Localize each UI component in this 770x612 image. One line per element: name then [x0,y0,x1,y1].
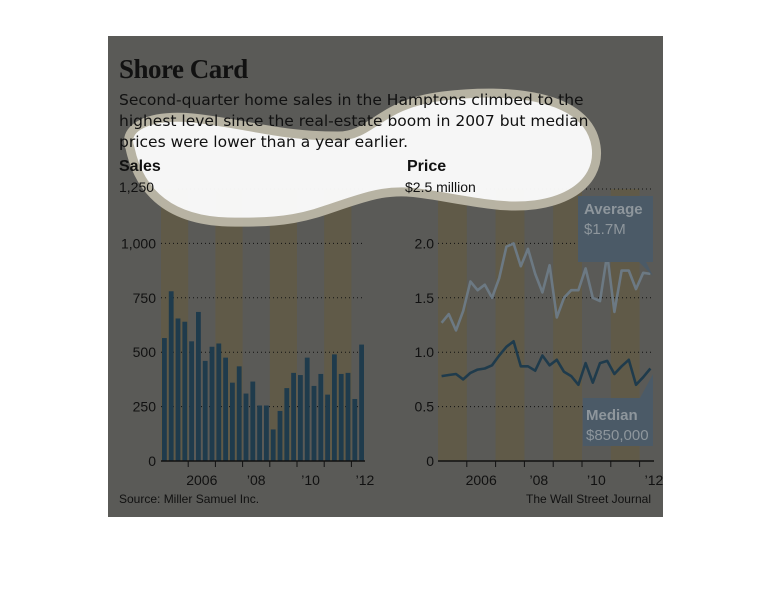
sales-x-tick-label: ’10 [301,472,320,488]
sales-x-tick-label: ’08 [247,472,266,488]
average-callout-value: $1.7M [584,221,626,238]
average-callout-box [578,196,653,276]
price-year-band [495,189,525,461]
chart-card: 0 250 500 750 1,000 2006 ’08 ’10 ’12 0 0.5 1.0 1.5 2.… [108,36,663,517]
sales-bar [264,405,269,461]
price-panel-title: Price [407,158,447,175]
price-y-tick-label: 1.0 [415,344,435,360]
sales-x-tick-label: ’12 [356,472,375,488]
price-y-tick-label: 0 [426,453,434,469]
price-x-tick-label: ’10 [587,472,606,488]
sales-bar [270,429,276,461]
sales-bar [298,375,303,461]
sales-bar [318,373,324,461]
sales-bar [338,373,344,461]
sales-y-tick-label: 1,000 [121,235,156,251]
price-year-band [553,189,582,461]
sales-bar [332,354,337,461]
sales-bar [223,357,228,461]
sales-bar [175,318,181,461]
price-y-tick-label: 2.0 [415,235,435,251]
source-note: Source: Miller Samuel Inc. [119,492,260,506]
chart-title: Shore Card [119,54,248,84]
sales-bar [304,357,310,461]
sales-y-tick-label: 750 [133,290,157,306]
sales-bar [202,360,208,461]
price-y-tick-label: 1.5 [415,290,435,306]
sales-panel-title: Sales [119,158,161,175]
sales-bar [291,372,296,461]
sales-bar [196,311,201,461]
price-top-tick-label: $2.5 million [405,179,476,195]
sales-bar [284,388,290,461]
median-callout-label: Median [586,407,638,424]
sales-bar [277,410,283,461]
sales-bar [257,405,262,461]
price-x-tick-label: ’12 [645,472,663,488]
chart-svg: 0 250 500 750 1,000 2006 ’08 ’10 ’12 0 0.5 1.0 1.5 2.… [121,88,663,488]
sales-bar [189,341,194,461]
sales-x-tick-label: 2006 [186,472,217,488]
median-callout-value: $850,000 [586,427,649,444]
sales-bar [250,381,256,461]
sales-bar [216,343,222,461]
average-price-line [440,242,651,332]
sales-bar [236,366,242,461]
sales-bar [345,372,351,461]
sales-bar [311,385,317,461]
average-callout-label: Average [584,201,643,218]
price-y-tick-label: 0.5 [415,399,435,415]
credit-note: The Wall Street Journal [526,492,651,506]
price-x-tick-label: ’08 [529,472,548,488]
sales-bar [359,344,364,461]
chart-subtitle: Second-quarter home sales in the Hampton… [119,91,589,151]
sales-bar [209,346,215,461]
sales-y-tick-label: 0 [148,453,156,469]
price-x-tick-label: 2006 [466,472,497,488]
sales-bar [162,338,167,461]
sales-bar [182,321,188,461]
glare-highlight [124,88,602,227]
sales-y-tick-label: 250 [133,399,157,415]
sales-y-tick-label: 500 [133,344,157,360]
sales-bar [243,393,249,461]
sales-top-tick-label: 1,250 [119,179,155,195]
sales-bar [230,382,235,461]
sales-bar [168,291,174,461]
sales-bar [352,398,358,461]
median-price-line [441,339,652,387]
median-callout-box [583,374,653,446]
sales-bar [325,394,330,461]
